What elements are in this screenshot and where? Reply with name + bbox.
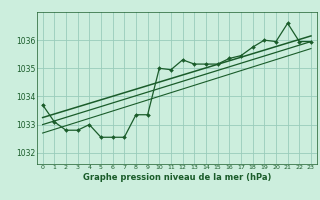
- X-axis label: Graphe pression niveau de la mer (hPa): Graphe pression niveau de la mer (hPa): [83, 173, 271, 182]
